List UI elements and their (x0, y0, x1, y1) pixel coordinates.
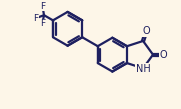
Text: O: O (142, 26, 150, 36)
Text: NH: NH (136, 64, 150, 74)
Text: F: F (40, 19, 45, 28)
Text: O: O (159, 50, 167, 60)
Text: F: F (40, 2, 45, 11)
Text: F: F (33, 14, 38, 23)
